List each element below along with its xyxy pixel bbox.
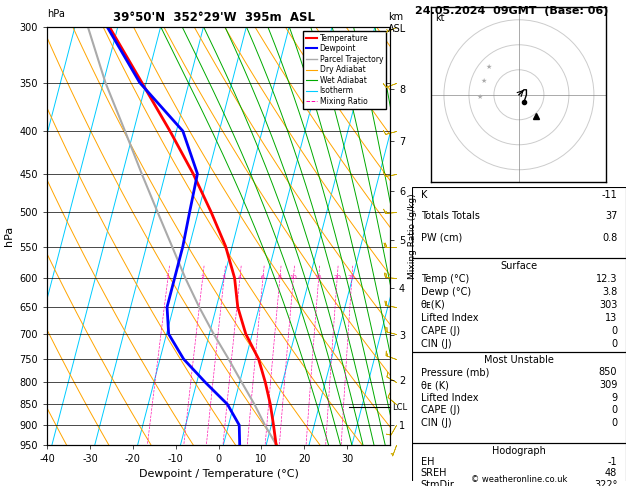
Text: ★: ★: [477, 94, 483, 100]
Y-axis label: Mixing Ratio (g/kg): Mixing Ratio (g/kg): [408, 193, 417, 278]
Text: PW (cm): PW (cm): [421, 233, 462, 243]
Legend: Temperature, Dewpoint, Parcel Trajectory, Dry Adiabat, Wet Adiabat, Isotherm, Mi: Temperature, Dewpoint, Parcel Trajectory…: [303, 31, 386, 109]
Text: θᴇ (K): θᴇ (K): [421, 380, 448, 390]
Text: Hodograph: Hodograph: [492, 446, 546, 456]
Text: θᴇ(K): θᴇ(K): [421, 300, 445, 310]
Text: Lifted Index: Lifted Index: [421, 313, 478, 323]
Text: CAPE (J): CAPE (J): [421, 326, 460, 336]
Text: 309: 309: [599, 380, 617, 390]
Text: 24.05.2024  09GMT  (Base: 06): 24.05.2024 09GMT (Base: 06): [415, 6, 608, 17]
Text: 10: 10: [289, 275, 297, 280]
Text: 12.3: 12.3: [596, 274, 617, 284]
Text: K: K: [421, 190, 427, 200]
Text: 0.8: 0.8: [602, 233, 617, 243]
Y-axis label: hPa: hPa: [4, 226, 14, 246]
Text: km
ASL: km ASL: [388, 12, 406, 34]
Text: -1: -1: [608, 457, 617, 467]
Text: 9: 9: [611, 393, 617, 403]
Text: kt: kt: [435, 13, 445, 22]
Text: 0: 0: [611, 326, 617, 336]
Text: 2: 2: [201, 275, 204, 280]
Text: 0: 0: [611, 339, 617, 349]
Text: 8: 8: [278, 275, 282, 280]
Text: Lifted Index: Lifted Index: [421, 393, 478, 403]
Bar: [412, 187, 626, 258]
Text: ★: ★: [485, 64, 491, 70]
Text: StmDir: StmDir: [421, 480, 454, 486]
Text: 3.8: 3.8: [602, 287, 617, 297]
Text: Dewp (°C): Dewp (°C): [421, 287, 470, 297]
Text: 13: 13: [605, 313, 617, 323]
Text: CIN (J): CIN (J): [421, 339, 451, 349]
Text: 322°: 322°: [594, 480, 617, 486]
Text: 0: 0: [611, 405, 617, 416]
Text: CIN (J): CIN (J): [421, 418, 451, 428]
Text: Pressure (mb): Pressure (mb): [421, 367, 489, 377]
Text: Most Unstable: Most Unstable: [484, 355, 554, 364]
Text: LCL: LCL: [392, 403, 407, 412]
Text: 4: 4: [238, 275, 242, 280]
Bar: [412, 443, 626, 486]
Text: Surface: Surface: [500, 260, 538, 271]
Text: 25: 25: [348, 275, 355, 280]
Text: 48: 48: [605, 469, 617, 478]
Text: Totals Totals: Totals Totals: [421, 211, 479, 222]
Text: 0: 0: [611, 418, 617, 428]
Text: -11: -11: [601, 190, 617, 200]
Text: 39°50'N  352°29'W  395m  ASL: 39°50'N 352°29'W 395m ASL: [113, 11, 315, 24]
Text: EH: EH: [421, 457, 434, 467]
Text: hPa: hPa: [47, 9, 65, 19]
Text: 15: 15: [314, 275, 323, 280]
Text: 303: 303: [599, 300, 617, 310]
Text: ★: ★: [481, 78, 487, 84]
Text: Temp (°C): Temp (°C): [421, 274, 469, 284]
Text: 37: 37: [605, 211, 617, 222]
X-axis label: Dewpoint / Temperature (°C): Dewpoint / Temperature (°C): [138, 469, 299, 479]
Text: © weatheronline.co.uk: © weatheronline.co.uk: [470, 474, 567, 484]
Text: 20: 20: [333, 275, 341, 280]
Text: CAPE (J): CAPE (J): [421, 405, 460, 416]
Bar: [412, 258, 626, 352]
Text: 1: 1: [166, 275, 170, 280]
Text: 6: 6: [261, 275, 265, 280]
Text: 850: 850: [599, 367, 617, 377]
Text: SREH: SREH: [421, 469, 447, 478]
Text: 3: 3: [222, 275, 226, 280]
Bar: [412, 352, 626, 443]
